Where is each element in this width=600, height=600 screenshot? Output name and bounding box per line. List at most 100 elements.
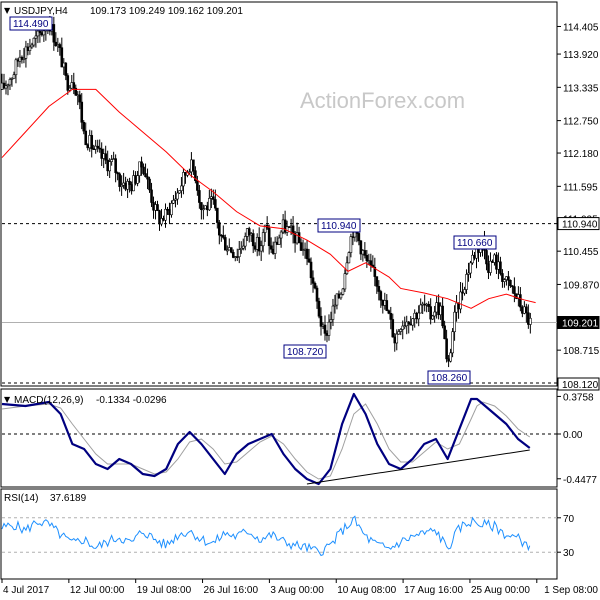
- macd-title: MACD(12,26,9): [14, 395, 83, 406]
- candle-body: [12, 74, 16, 79]
- candle-body: [467, 272, 470, 275]
- candle-body: [365, 255, 369, 262]
- candle-body: [54, 41, 58, 47]
- candles-group: [0, 16, 532, 368]
- candle-body: [118, 173, 121, 187]
- candle-body: [136, 175, 139, 184]
- candle-body: [4, 85, 8, 89]
- candle-body: [363, 250, 367, 256]
- candle-body: [34, 35, 38, 39]
- candle-body: [391, 319, 395, 338]
- macd-signal-line: [1, 401, 531, 480]
- annotation-label: 108.260: [431, 373, 468, 384]
- price-label: 112.750: [563, 117, 599, 128]
- candle-body: [38, 30, 42, 34]
- candle-body: [90, 135, 94, 149]
- collapse-triangle-icon[interactable]: ▼: [4, 6, 11, 15]
- candle-body: [323, 324, 327, 334]
- candle-body: [369, 260, 373, 266]
- candle-body: [116, 172, 119, 175]
- candle-body: [202, 208, 205, 211]
- candle-body: [14, 59, 18, 76]
- candle-body: [507, 276, 510, 281]
- candle-body: [445, 338, 448, 360]
- candle-body: [395, 333, 399, 344]
- candle-body: [417, 312, 420, 320]
- candle-body: [82, 121, 86, 132]
- macd-triangle-icon[interactable]: ▼: [4, 395, 11, 404]
- price-label: 109.870: [563, 280, 600, 291]
- candle-body: [6, 84, 10, 87]
- candle-body: [28, 46, 32, 52]
- price-label: 114.950: [563, 0, 599, 2]
- candle-body: [218, 222, 221, 236]
- candle-body: [451, 331, 454, 354]
- candle-body: [283, 219, 287, 233]
- candle-body: [349, 236, 353, 253]
- candle-body: [389, 312, 393, 320]
- price-label-box: [557, 316, 600, 330]
- candle-body: [108, 161, 111, 172]
- candle-body: [68, 87, 72, 91]
- candle-body: [313, 283, 317, 289]
- candle-body: [329, 319, 333, 323]
- candle-body: [489, 260, 492, 273]
- candle-body: [429, 306, 432, 320]
- candle-body: [471, 254, 474, 264]
- candle-body: [235, 256, 239, 258]
- candle-body: [379, 291, 383, 301]
- candle-body: [22, 58, 26, 60]
- candle-body: [194, 170, 197, 181]
- candle-body: [459, 291, 462, 310]
- candle-body: [229, 247, 233, 253]
- candle-body: [347, 252, 351, 264]
- candle-body: [80, 101, 84, 123]
- candle-body: [333, 304, 337, 307]
- candle-body: [214, 199, 217, 209]
- annotation-label: 110.940: [321, 221, 357, 232]
- candle-body: [387, 310, 391, 314]
- price-label: 110.455: [563, 247, 599, 258]
- macd-layer: 0.3758 0.00 -0.4477: [1, 392, 597, 486]
- candle-body: [120, 184, 123, 187]
- candle-body: [427, 303, 430, 307]
- rsi-label: 30: [563, 548, 575, 559]
- price-label: 113.920: [563, 50, 599, 61]
- price-label: 111.595: [563, 182, 598, 193]
- x-axis-label: 3 Aug 00:00: [270, 585, 324, 596]
- price-label: 114.405: [563, 22, 599, 33]
- symbol-title: USDJPY,H4: [14, 6, 68, 17]
- candle-body: [449, 352, 452, 362]
- price-panel-frame: [0, 1, 558, 387]
- candle-body: [519, 294, 522, 308]
- candle-body: [291, 225, 295, 234]
- candle-body: [513, 286, 516, 294]
- candle-body: [401, 325, 405, 330]
- candle-body: [279, 231, 283, 239]
- candle-body: [335, 293, 339, 306]
- candle-body: [305, 248, 309, 260]
- candle-body: [503, 279, 506, 282]
- candle-body: [345, 262, 349, 274]
- candle-body: [114, 158, 117, 173]
- candle-body: [299, 242, 303, 251]
- candle-body: [212, 196, 215, 200]
- candle-body: [499, 261, 502, 274]
- macd-label: 0.3758: [563, 392, 594, 403]
- macd-trendline: [306, 449, 530, 485]
- candle-body: [172, 199, 175, 204]
- price-label: 113.335: [563, 83, 599, 94]
- price-label: 108.120: [562, 380, 599, 391]
- candle-body: [397, 331, 401, 335]
- x-axis-label: 10 Aug 08:00: [337, 585, 396, 596]
- candle-body: [138, 161, 141, 176]
- rsi-layer: 70 30: [1, 514, 575, 559]
- moving-average-line: [1, 88, 536, 309]
- candle-body: [247, 228, 251, 236]
- watermark: ActionForex.com: [300, 88, 465, 113]
- candle-body: [385, 300, 389, 311]
- candle-body: [225, 249, 229, 252]
- candle-body: [142, 166, 145, 174]
- candle-body: [511, 285, 514, 288]
